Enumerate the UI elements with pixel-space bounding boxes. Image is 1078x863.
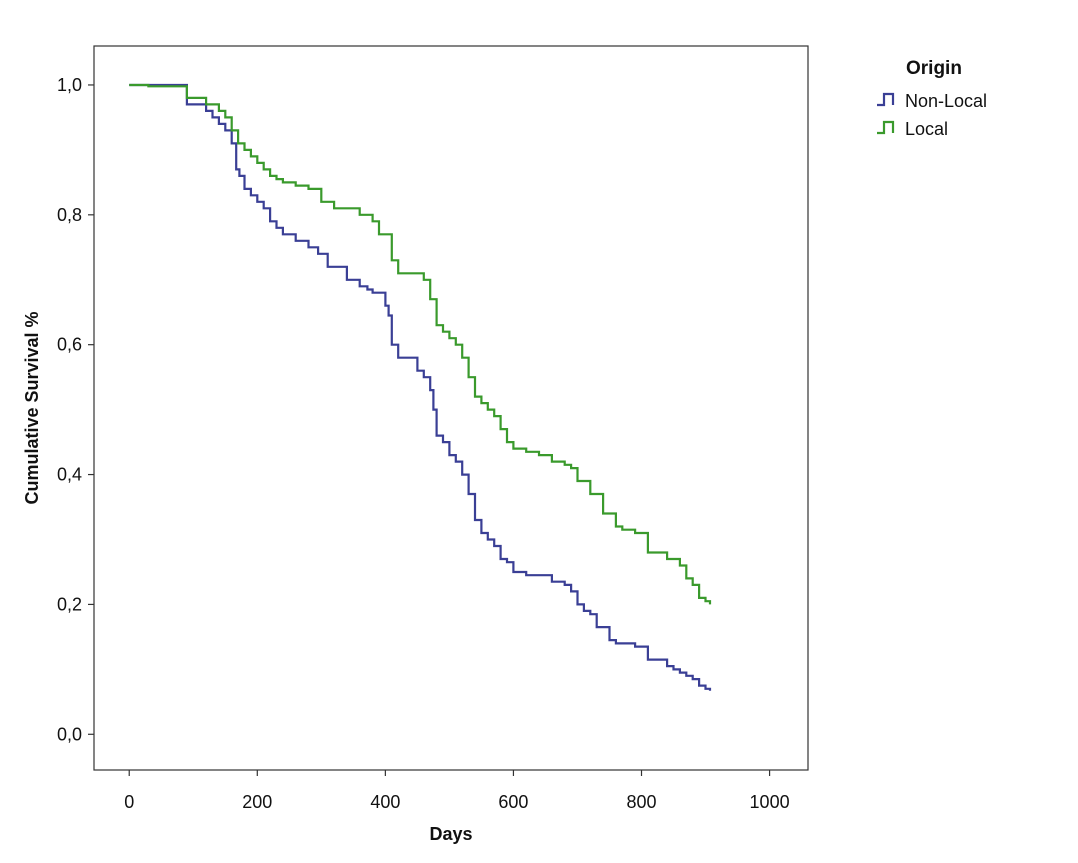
series-line-non-local: [129, 83, 712, 691]
legend-label: Non-Local: [905, 91, 987, 111]
y-tick-label: 0,8: [57, 205, 82, 225]
legend-title: Origin: [906, 58, 962, 79]
y-axis: 0,0 0,2 0,4 0,6 0,8 1,0: [57, 75, 94, 744]
x-tick-label: 0: [124, 792, 134, 812]
legend-swatch: [877, 120, 895, 135]
y-tick-label: 0,4: [57, 465, 82, 485]
series-line-local: [129, 83, 712, 605]
plot-area-frame: [93, 45, 809, 771]
x-tick-label: 1000: [750, 792, 790, 812]
legend: Origin Non-Local Local: [877, 58, 987, 139]
x-tick-label: 800: [626, 792, 656, 812]
legend-label: Local: [905, 119, 948, 139]
x-tick-label: 200: [242, 792, 272, 812]
x-tick-label: 600: [498, 792, 528, 812]
legend-swatch: [877, 92, 895, 107]
x-tick-label: 400: [370, 792, 400, 812]
x-axis: 0 200 400 600 800 1000: [124, 770, 790, 812]
y-axis-title: Cumulative Survival %: [22, 311, 42, 504]
x-axis-title: Days: [429, 824, 472, 844]
y-tick-label: 0,0: [57, 724, 82, 744]
y-tick-label: 0,6: [57, 335, 82, 355]
y-tick-label: 0,2: [57, 594, 82, 614]
y-tick-label: 1,0: [57, 75, 82, 95]
series-layer: [129, 83, 712, 691]
